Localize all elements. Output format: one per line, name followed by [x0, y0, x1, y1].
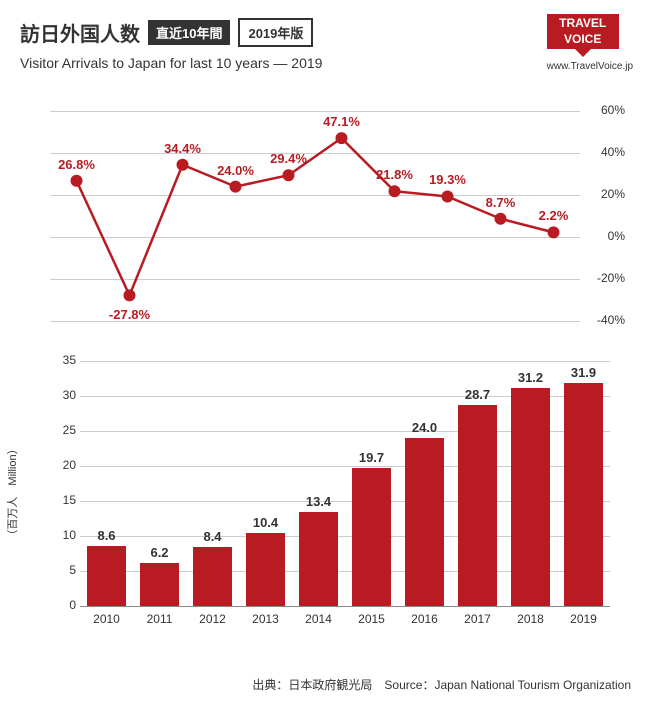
logo-site: www.TravelVoice.jp: [547, 61, 633, 72]
source-line: 出典：日本政府観光局 Source：Japan National Tourism…: [252, 676, 631, 693]
line-data-label: 24.0%: [217, 163, 254, 178]
bar-data-label: 31.2: [518, 370, 543, 385]
line-data-label: 47.1%: [323, 114, 360, 129]
title-row: 訪日外国人数 直近10年間 2019年版: [20, 18, 635, 47]
bar: [458, 405, 496, 606]
y-tick-label: 30: [52, 388, 76, 402]
logo: TRAVEL VOICE www.TravelVoice.jp: [547, 14, 633, 72]
y-tick-label: 25: [52, 423, 76, 437]
bar-data-label: 19.7: [359, 450, 384, 465]
line-chart: -40%-20%0%20%40%60%（前年比 Change）26.8%-27.…: [20, 101, 635, 341]
logo-line2: VOICE: [553, 32, 613, 48]
gridline: [80, 361, 610, 362]
bar-data-label: 8.6: [97, 528, 115, 543]
bar-data-label: 13.4: [306, 494, 331, 509]
bar-data-label: 8.4: [203, 529, 221, 544]
bar: [246, 533, 284, 606]
x-tick-label: 2014: [305, 612, 332, 626]
baseline: [80, 606, 610, 607]
y-tick-label: 10: [52, 528, 76, 542]
line-data-label: 26.8%: [58, 157, 95, 172]
x-tick-label: 2010: [93, 612, 120, 626]
x-tick-label: 2015: [358, 612, 385, 626]
badge-period: 直近10年間: [148, 20, 230, 45]
line-data-label: 2.2%: [539, 208, 569, 223]
x-tick-label: 2017: [464, 612, 491, 626]
bar: [87, 546, 125, 606]
y-tick-label: 15: [52, 493, 76, 507]
bar: [193, 547, 231, 606]
line-data-label: 34.4%: [164, 141, 201, 156]
logo-box: TRAVEL VOICE: [547, 14, 619, 49]
bar: [405, 438, 443, 606]
jp-title: 訪日外国人数: [20, 18, 140, 47]
y-tick-label: 35: [52, 353, 76, 367]
en-subtitle: Visitor Arrivals to Japan for last 10 ye…: [20, 55, 635, 71]
line-data-label: 8.7%: [486, 195, 516, 210]
bar: [352, 468, 390, 606]
bar: [564, 383, 602, 606]
line-data-label: -27.8%: [109, 307, 150, 322]
y-tick-label: 0: [52, 598, 76, 612]
bar-chart: 05101520253035（百万人 Million）8.620106.2201…: [20, 351, 635, 651]
x-tick-label: 2018: [517, 612, 544, 626]
x-tick-label: 2019: [570, 612, 597, 626]
header: 訪日外国人数 直近10年間 2019年版 Visitor Arrivals to…: [0, 0, 655, 71]
bar: [511, 388, 549, 606]
y-tick-label: 20: [52, 458, 76, 472]
line-data-label: 29.4%: [270, 151, 307, 166]
bar: [140, 563, 178, 606]
line-data-label: 19.3%: [429, 172, 466, 187]
badge-year: 2019年版: [238, 18, 313, 47]
bar-data-label: 10.4: [253, 515, 278, 530]
bar-data-label: 24.0: [412, 420, 437, 435]
bar-data-label: 31.9: [571, 365, 596, 380]
y-tick-label: 5: [52, 563, 76, 577]
x-tick-label: 2011: [147, 612, 173, 626]
bar-data-label: 28.7: [465, 387, 490, 402]
bar-data-label: 6.2: [150, 545, 168, 560]
bar: [299, 512, 337, 606]
charts: -40%-20%0%20%40%60%（前年比 Change）26.8%-27.…: [0, 101, 655, 651]
logo-line1: TRAVEL: [553, 16, 613, 32]
line-data-label: 21.8%: [376, 167, 413, 182]
y-axis-label: （百万人 Million）: [4, 443, 20, 540]
x-tick-label: 2013: [252, 612, 279, 626]
x-tick-label: 2012: [199, 612, 226, 626]
x-tick-label: 2016: [411, 612, 438, 626]
